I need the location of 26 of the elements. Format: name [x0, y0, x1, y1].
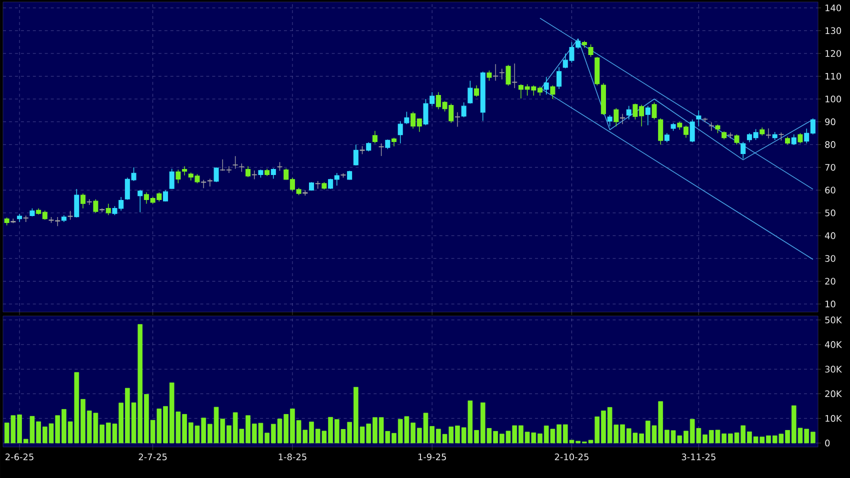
- y-tick-label: 80: [825, 141, 836, 148]
- y-tick-label: 60: [825, 186, 836, 194]
- y-tick-label: 120: [826, 50, 842, 57]
- x-tick-label: 3-11-25: [682, 454, 716, 460]
- y-tick-label: 100: [826, 96, 842, 102]
- x-tick-label: 2-10-25: [554, 454, 588, 460]
- y-tick-label: 50: [825, 210, 836, 216]
- y-tick-label: 40: [824, 232, 836, 240]
- y-tick-label: 110: [826, 72, 842, 80]
- y-tick-label: 0: [825, 440, 830, 446]
- x-tick-label: 1-8-25: [278, 454, 306, 460]
- y-tick-label: 30: [825, 255, 836, 262]
- y-tick-label: 10K: [826, 415, 842, 422]
- y-tick-label: 50K: [825, 316, 842, 324]
- y-tick-label: 40K: [824, 341, 842, 348]
- y-tick-label: 70: [825, 164, 836, 171]
- y-tick-label: 130: [826, 27, 842, 34]
- y-tick-label: 20: [825, 278, 836, 285]
- y-tick-label: 140: [826, 4, 842, 12]
- y-tick-label: 20K: [825, 390, 842, 398]
- x-tick-label: 2-7-25: [138, 454, 167, 460]
- x-tick-label: 2-6-25: [6, 454, 34, 460]
- y-tick-label: 90: [825, 118, 836, 126]
- y-tick-label: 30K: [825, 366, 842, 373]
- y-tick-label: 10: [826, 300, 836, 308]
- x-tick-label: 1-9-25: [418, 454, 446, 460]
